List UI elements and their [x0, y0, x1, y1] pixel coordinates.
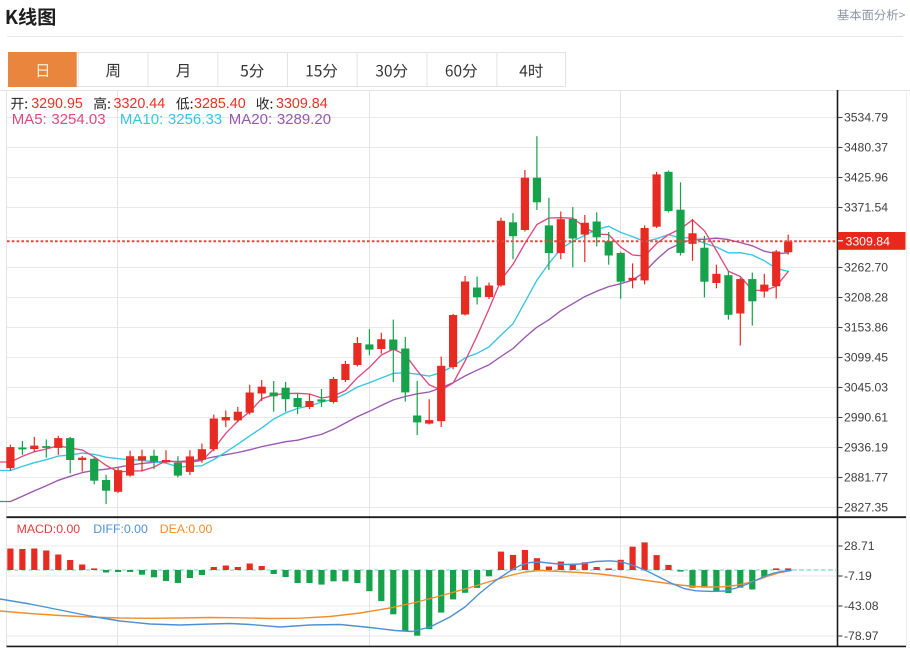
svg-text:3480.37: 3480.37: [844, 141, 888, 155]
svg-text:2990.61: 2990.61: [844, 411, 888, 425]
svg-text:3208.28: 3208.28: [844, 291, 888, 305]
svg-text:-43.08: -43.08: [844, 599, 879, 613]
svg-text:3045.03: 3045.03: [844, 381, 888, 395]
svg-text:-78.97: -78.97: [844, 629, 879, 643]
svg-text:3262.70: 3262.70: [844, 261, 888, 275]
svg-text:2881.77: 2881.77: [844, 471, 888, 485]
svg-text:-7.19: -7.19: [844, 569, 872, 583]
svg-text:3371.54: 3371.54: [844, 201, 888, 215]
svg-text:2827.35: 2827.35: [844, 501, 888, 515]
svg-text:3534.79: 3534.79: [844, 111, 888, 125]
svg-text:3425.96: 3425.96: [844, 171, 888, 185]
svg-text:3309.84: 3309.84: [846, 235, 891, 249]
svg-text:2936.19: 2936.19: [844, 441, 888, 455]
svg-text:3153.86: 3153.86: [844, 321, 888, 335]
svg-text:28.71: 28.71: [844, 539, 875, 553]
svg-text:3099.45: 3099.45: [844, 351, 888, 365]
